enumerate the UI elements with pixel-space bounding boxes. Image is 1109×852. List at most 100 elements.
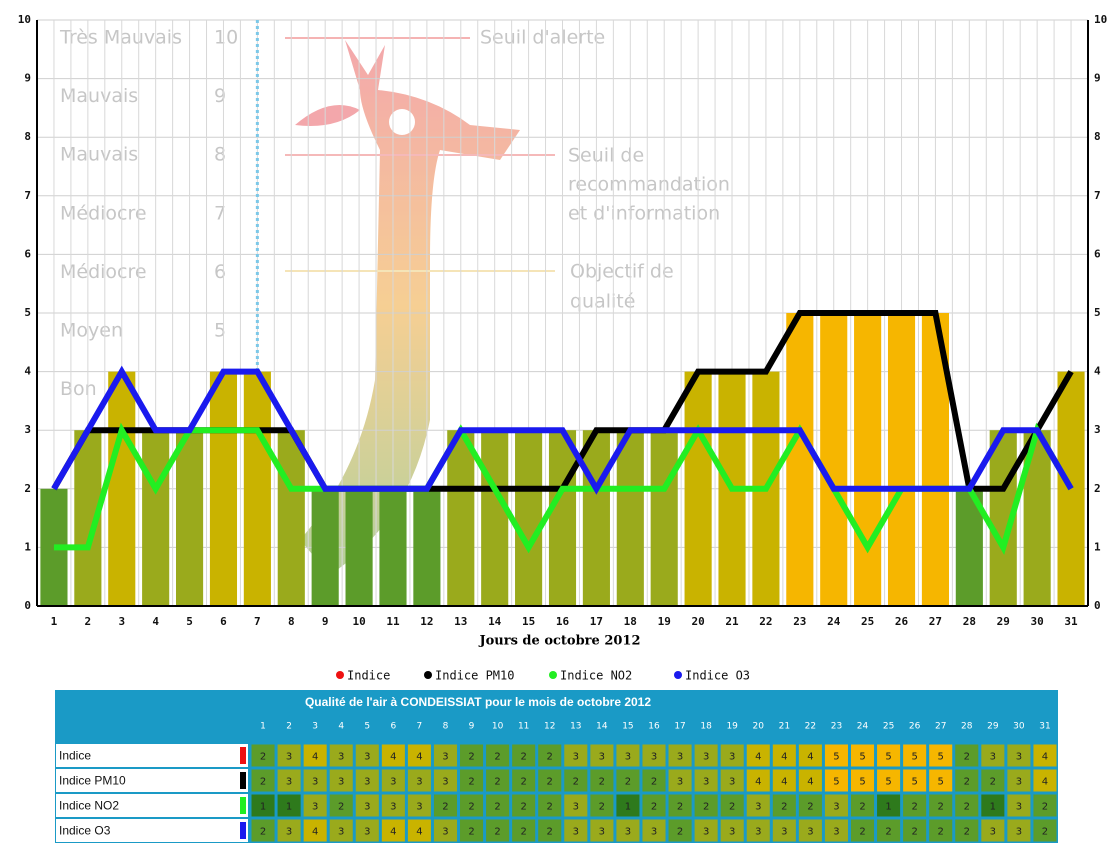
- table-value: 5: [911, 777, 917, 788]
- x-axis-title: Jours de octobre 2012: [478, 634, 640, 649]
- table-cell: [1033, 794, 1057, 817]
- table-value: 2: [260, 752, 266, 763]
- table-value: 4: [416, 827, 422, 838]
- table-cell: [486, 744, 510, 767]
- legend-label: Indice PM10: [435, 669, 514, 683]
- bar: [887, 313, 916, 606]
- table-value: 2: [573, 777, 579, 788]
- table-cell: [1033, 819, 1057, 842]
- level-number: 7: [214, 202, 226, 224]
- table-cell: [668, 794, 692, 817]
- table-value: 2: [729, 802, 735, 813]
- level-label: Médiocre: [60, 261, 147, 283]
- table-value: 4: [807, 777, 813, 788]
- level-label: Bon: [60, 378, 97, 400]
- level-number: 8: [214, 144, 226, 166]
- table-value: 3: [1016, 752, 1022, 763]
- table-value: 5: [911, 752, 917, 763]
- table-value: 2: [520, 827, 526, 838]
- row-label: Indice: [59, 749, 91, 763]
- row-label: Indice PM10: [59, 774, 126, 788]
- bar: [548, 430, 577, 606]
- y2-tick-label: 4: [1094, 365, 1101, 378]
- table-value: 5: [859, 777, 865, 788]
- bar: [243, 371, 271, 606]
- table-cell: [903, 794, 927, 817]
- y-tick-label: 1: [24, 540, 31, 553]
- table-cell: [850, 819, 875, 842]
- x-tick-label: 20: [691, 615, 704, 628]
- x-tick-label: 5: [186, 615, 193, 628]
- table-cell: [460, 769, 484, 792]
- table-value: 3: [703, 752, 709, 763]
- table-value: 4: [312, 752, 318, 763]
- y2-tick-label: 8: [1094, 130, 1101, 143]
- table-value: 2: [807, 802, 813, 813]
- table-value: 4: [390, 752, 396, 763]
- y-tick-label: 2: [24, 482, 31, 495]
- table-cell: [798, 744, 822, 767]
- table-cell: [903, 744, 927, 767]
- table-value: 2: [468, 777, 474, 788]
- table-value: 2: [494, 777, 500, 788]
- table-cell: [903, 769, 927, 792]
- table-value: 2: [1042, 827, 1048, 838]
- table-day: 13: [570, 722, 581, 732]
- table-value: 1: [260, 802, 266, 813]
- bar: [820, 313, 848, 606]
- y-tick-label: 5: [24, 306, 31, 319]
- table-cell: [929, 794, 953, 817]
- table-value: 3: [755, 827, 761, 838]
- bar: [413, 488, 441, 606]
- table-cell: [668, 744, 692, 767]
- level-label: Mauvais: [60, 85, 138, 107]
- table-value: 2: [911, 802, 917, 813]
- table-cell: [407, 769, 431, 792]
- table-value: 2: [547, 802, 553, 813]
- row-swatch: [240, 822, 246, 839]
- table-cell: [381, 794, 405, 817]
- table-cell: [433, 794, 458, 817]
- table-cell: [772, 769, 796, 792]
- table-cell: [746, 794, 770, 817]
- table-value: 2: [964, 827, 970, 838]
- table-value: 3: [677, 777, 683, 788]
- table-value: 5: [833, 777, 839, 788]
- table-value: 3: [729, 752, 735, 763]
- table-title: Qualité de l'air à CONDEISSIAT pour le m…: [305, 695, 651, 709]
- x-tick-label: 19: [658, 615, 671, 628]
- y-tick-label: 10: [18, 13, 31, 26]
- table-day: 28: [961, 722, 973, 732]
- x-tick-label: 29: [997, 615, 1010, 628]
- table-cell: [538, 769, 562, 792]
- y2-tick-label: 0: [1094, 599, 1101, 612]
- table-value: 3: [833, 827, 839, 838]
- row-swatch: [240, 797, 246, 814]
- y2-tick-label: 6: [1094, 247, 1101, 260]
- table-day: 30: [1013, 722, 1025, 732]
- bar: [854, 313, 882, 606]
- table-day: 2: [286, 722, 292, 732]
- bar: [786, 313, 814, 606]
- y2-tick-label: 7: [1094, 189, 1101, 202]
- table-cell: [564, 769, 588, 792]
- bar: [515, 430, 543, 606]
- table-day: 22: [805, 722, 816, 732]
- table-cell: [251, 819, 275, 842]
- x-tick-label: 9: [322, 615, 329, 628]
- table-value: 4: [312, 827, 318, 838]
- table-value: 1: [885, 802, 891, 813]
- table-value: 3: [625, 752, 631, 763]
- table-cell: [512, 744, 536, 767]
- table-value: 2: [520, 752, 526, 763]
- table-value: 3: [573, 752, 579, 763]
- table-cell: [251, 769, 275, 792]
- row-label-cell: [56, 769, 248, 792]
- table-cell: [720, 819, 744, 842]
- table-value: 2: [964, 777, 970, 788]
- table-value: 4: [1042, 752, 1048, 763]
- table-cell: [798, 819, 822, 842]
- row-label: Indice NO2: [59, 799, 119, 813]
- table-value: 2: [599, 802, 605, 813]
- bar: [481, 430, 509, 606]
